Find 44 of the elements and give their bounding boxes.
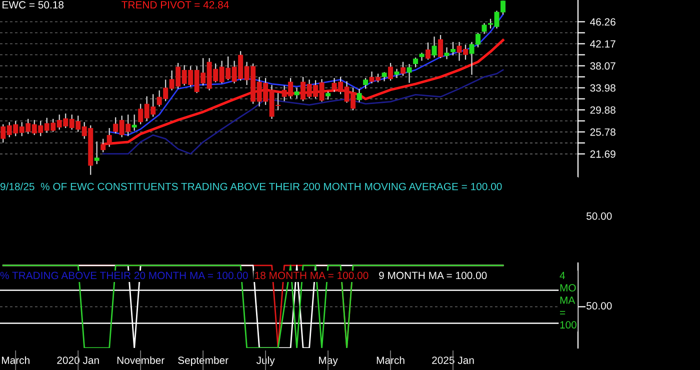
candlestick xyxy=(400,61,406,76)
candlestick xyxy=(382,72,387,82)
candlestick xyxy=(388,62,394,82)
x-tick-label: July xyxy=(256,356,275,366)
candlestick xyxy=(356,88,362,103)
candlestick xyxy=(413,57,418,68)
series-label: 9 MONTH MA = 100.00 xyxy=(379,272,487,280)
x-tick-label: March xyxy=(2,356,30,364)
y-tick-label: 42.17 xyxy=(590,40,616,48)
candlestick xyxy=(294,87,300,100)
candlestick xyxy=(132,114,137,132)
y-tick-label: 46.26 xyxy=(590,18,616,26)
y-tick-label: 21.69 xyxy=(590,150,616,158)
y-tick-label: 25.78 xyxy=(590,128,616,136)
text: 4 MO MA = 100 xyxy=(560,272,576,329)
line-series xyxy=(108,14,504,136)
x-tick-label: May xyxy=(319,356,338,366)
y-tick-label: 33.98 xyxy=(590,84,616,92)
x-tick-label: November xyxy=(117,356,164,364)
y-tick-label: 29.88 xyxy=(590,106,616,114)
line-series xyxy=(102,69,504,155)
candlestick xyxy=(438,34,444,59)
x-tick-label: 2020 Jan xyxy=(57,356,99,364)
candlestick xyxy=(419,52,424,62)
candlestick xyxy=(94,140,100,165)
candlestick xyxy=(394,68,400,79)
candlestick xyxy=(426,42,431,60)
y-tick-label: 38.07 xyxy=(590,62,616,70)
x-tick-label: September xyxy=(178,356,228,366)
x-tick-label: March xyxy=(376,356,404,364)
text: 9/18/25 % OF EWC CONSTITUENTS TRADING ABOVE THEIR 200 MONTH MOVING AVERAGE = 100.00 xyxy=(0,182,502,190)
series-label: 18 MONTH MA = 100.00 xyxy=(255,272,368,280)
ref-line-label: 50.00 xyxy=(586,302,612,310)
x-tick-label: 2025 Jan xyxy=(432,356,474,364)
candlestick xyxy=(482,22,487,34)
text: TREND PIVOT = 42.84 xyxy=(122,1,229,9)
candlestick xyxy=(363,77,368,90)
text: 50.00 xyxy=(586,212,612,220)
candlestick xyxy=(432,36,437,58)
candlestick xyxy=(450,41,456,56)
legend-label: % TRADING ABOVE THEIR 20 MONTH MA = 100.00 xyxy=(0,272,248,280)
annotation: EWC = 50.18 xyxy=(2,1,64,9)
candlestick xyxy=(444,46,450,60)
candlestick xyxy=(406,63,412,84)
